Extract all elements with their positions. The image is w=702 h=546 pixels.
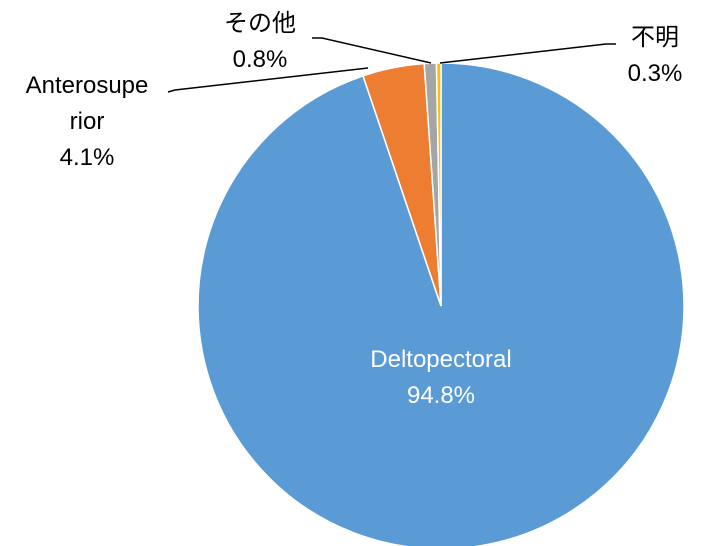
leader-line <box>439 43 616 64</box>
label-value: 94.8% <box>406 382 476 409</box>
leader-line <box>167 67 369 93</box>
data-label: Deltopectoral 94.8% <box>366 342 516 414</box>
data-label: 不明 0.3% <box>605 20 702 92</box>
label-name: Anterosuperior <box>25 72 149 135</box>
data-label: Anterosuperior 4.1% <box>25 68 149 176</box>
leader-line <box>312 37 432 64</box>
label-value: 0.8% <box>232 46 288 73</box>
label-value: 0.3% <box>627 60 683 87</box>
label-name: Deltopectoral <box>370 346 512 373</box>
label-name: その他 <box>224 10 296 37</box>
label-value: 4.1% <box>59 144 115 171</box>
label-name: 不明 <box>631 24 679 51</box>
data-label: その他 0.8% <box>200 6 320 78</box>
